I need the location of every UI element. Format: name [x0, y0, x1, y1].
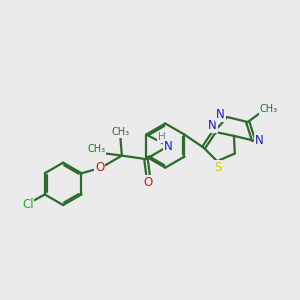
Text: N: N [208, 119, 217, 132]
Text: O: O [144, 176, 153, 189]
Text: H: H [158, 132, 166, 142]
Text: Cl: Cl [22, 198, 34, 211]
Text: CH₃: CH₃ [111, 127, 129, 137]
Text: CH₃: CH₃ [259, 104, 278, 114]
Text: N: N [164, 140, 173, 153]
Text: S: S [214, 161, 221, 174]
Text: N: N [255, 134, 264, 147]
Text: O: O [95, 161, 104, 175]
Text: N: N [216, 108, 225, 121]
Text: CH₃: CH₃ [87, 144, 105, 154]
